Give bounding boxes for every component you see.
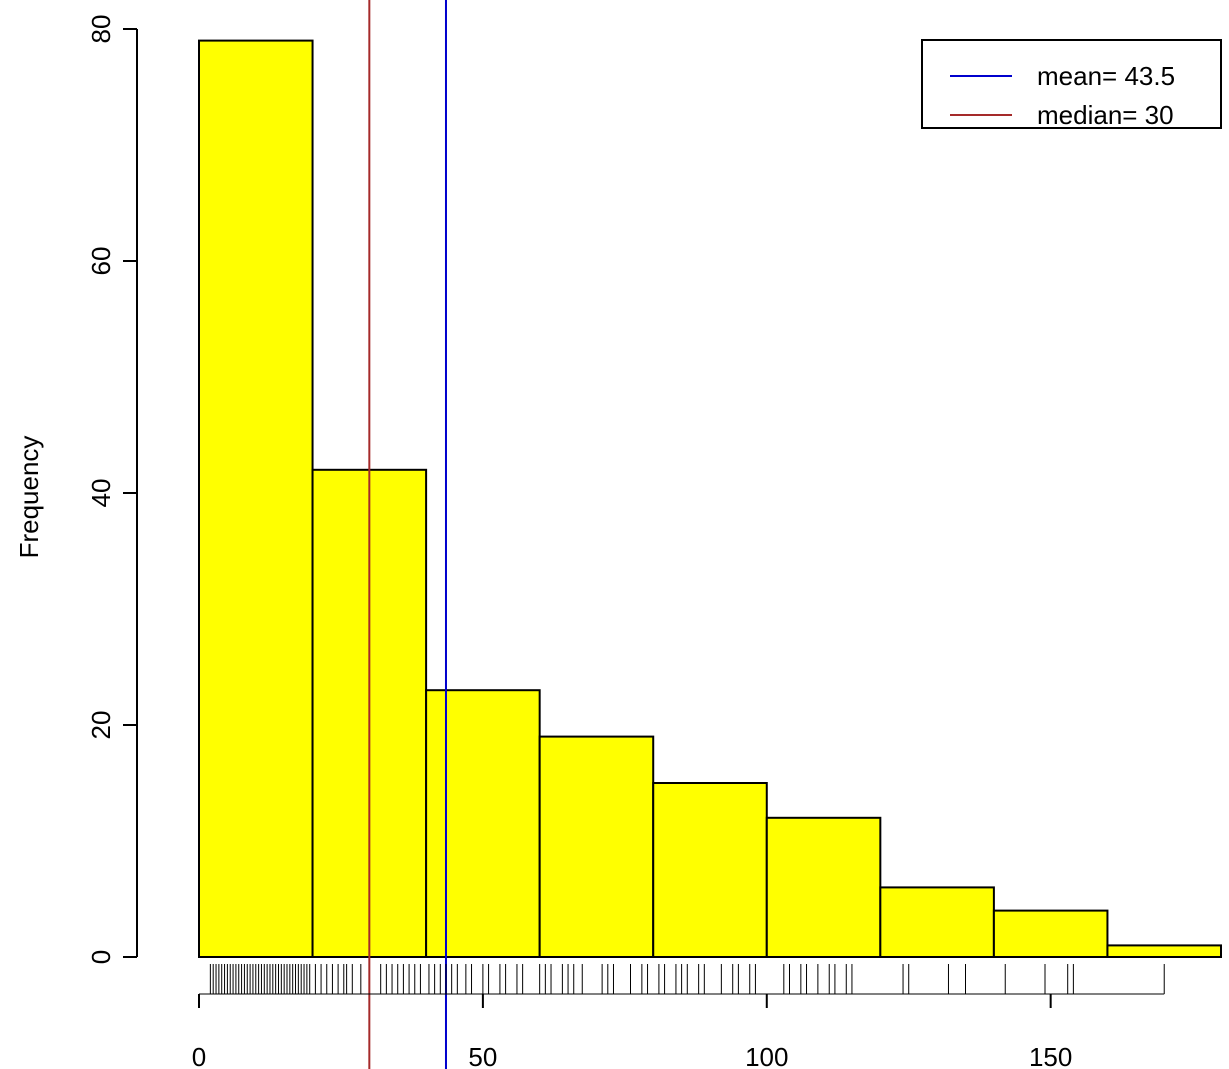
legend-label: median= 30 bbox=[1037, 100, 1174, 130]
legend-box bbox=[921, 39, 1222, 129]
histogram-bar bbox=[765, 816, 882, 958]
x-tick-label: 0 bbox=[192, 1042, 206, 1069]
bars-group bbox=[198, 39, 1223, 959]
legend-label: mean= 43.5 bbox=[1037, 61, 1175, 91]
histogram-bar bbox=[425, 689, 541, 958]
reference-lines-group bbox=[368, 0, 447, 1069]
y-tick-label: 40 bbox=[86, 479, 116, 508]
y-tick-label: 80 bbox=[86, 15, 116, 44]
legend: mean= 43.5 median= 30 bbox=[921, 39, 1222, 130]
histogram-bar bbox=[198, 39, 314, 959]
histogram-bar bbox=[992, 909, 1109, 958]
y-tick-label: 60 bbox=[86, 247, 116, 276]
y-axis: 0 20 40 60 80 bbox=[86, 15, 138, 964]
histogram-bar bbox=[652, 782, 768, 958]
histogram-bar bbox=[538, 735, 655, 958]
y-axis-title: Frequency bbox=[14, 436, 44, 559]
x-axis: 0 50 100 150 bbox=[192, 993, 1165, 1069]
y-tick-label: 0 bbox=[86, 950, 116, 964]
histogram-bar bbox=[879, 886, 995, 959]
y-tick-label: 20 bbox=[86, 711, 116, 740]
x-tick-label: 150 bbox=[1029, 1042, 1072, 1069]
rug-marks-group bbox=[209, 964, 1165, 994]
x-tick-label: 100 bbox=[745, 1042, 788, 1069]
x-tick-label: 50 bbox=[468, 1042, 497, 1069]
histogram-bar bbox=[1106, 944, 1223, 959]
